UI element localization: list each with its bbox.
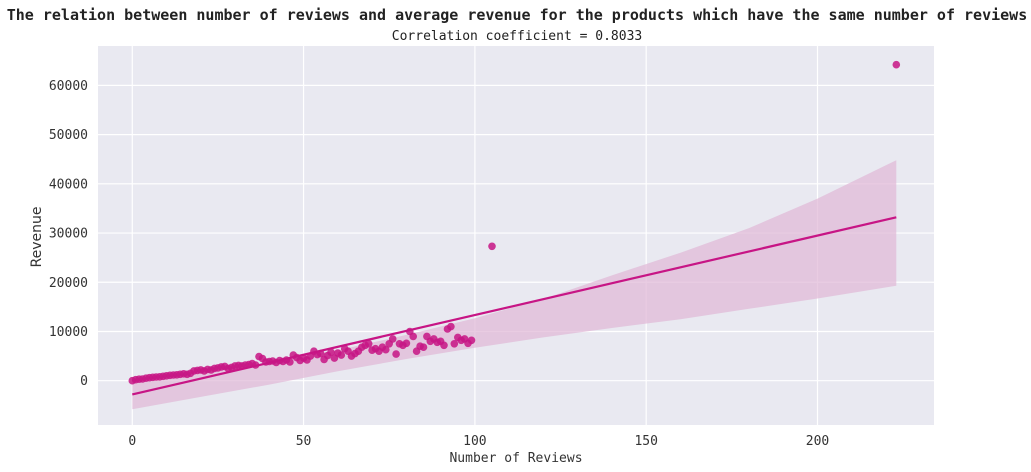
confidence-band (132, 160, 897, 410)
x-tick-label: 0 (128, 434, 136, 449)
data-point (467, 336, 476, 345)
chart-title: The relation between number of reviews a… (7, 6, 1027, 24)
data-point (419, 343, 428, 352)
data-point (402, 339, 411, 348)
data-point (316, 349, 325, 358)
x-axis-label: Number of Reviews (449, 451, 582, 466)
x-tick-label: 200 (806, 434, 829, 449)
chart-subtitle: Correlation coefficient = 0.8033 (392, 29, 642, 44)
data-point (382, 345, 390, 354)
data-point (388, 335, 397, 343)
x-tick-label: 50 (296, 434, 312, 449)
data-point (409, 332, 418, 341)
data-point (327, 348, 335, 357)
y-tick-label: 10000 (49, 325, 88, 340)
y-tick-label: 50000 (49, 128, 88, 143)
data-point (892, 60, 901, 69)
regression-line (132, 216, 897, 396)
data-point (488, 242, 496, 251)
plot-area: 0 50 100 150 200 0 10000 20000 30000 40000 50000 60… (49, 46, 934, 449)
data-point (286, 358, 294, 366)
x-tick-label: 100 (463, 434, 486, 449)
data-point (447, 322, 455, 331)
y-tick-label: 60000 (49, 79, 88, 94)
y-tick-label: 0 (80, 374, 88, 389)
data-point (392, 350, 400, 358)
data-point (440, 341, 448, 350)
data-point (337, 351, 346, 359)
data-point (251, 361, 260, 369)
data-point (364, 340, 373, 348)
x-tick-label: 150 (634, 434, 657, 449)
y-tick-label: 40000 (49, 177, 88, 192)
data-point (450, 340, 459, 348)
y-tick-label: 20000 (49, 276, 88, 291)
y-axis-label: Revenue (29, 207, 45, 268)
y-tick-label: 30000 (49, 227, 88, 242)
